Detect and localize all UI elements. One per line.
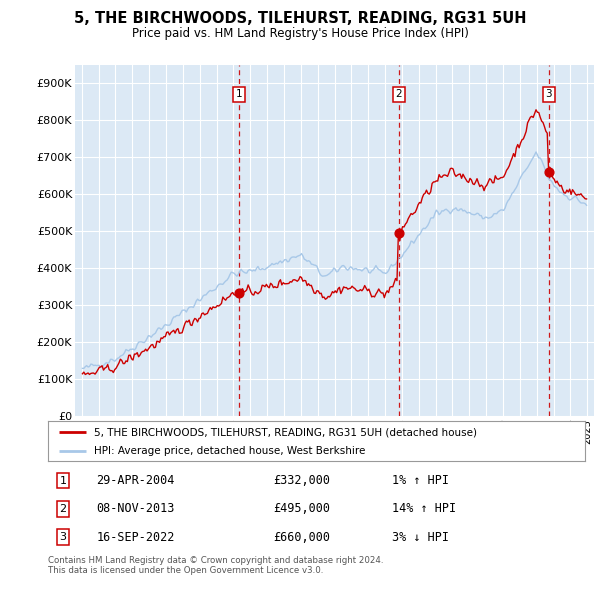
- Point: [394, 228, 404, 238]
- Point: [544, 168, 553, 177]
- Text: This data is licensed under the Open Government Licence v3.0.: This data is licensed under the Open Gov…: [48, 566, 323, 575]
- Text: 3% ↓ HPI: 3% ↓ HPI: [392, 530, 449, 543]
- Text: 1: 1: [236, 90, 242, 100]
- Text: 14% ↑ HPI: 14% ↑ HPI: [392, 502, 456, 516]
- Text: Contains HM Land Registry data © Crown copyright and database right 2024.: Contains HM Land Registry data © Crown c…: [48, 556, 383, 565]
- Text: 2: 2: [396, 90, 403, 100]
- Text: 29-APR-2004: 29-APR-2004: [97, 474, 175, 487]
- Text: 5, THE BIRCHWOODS, TILEHURST, READING, RG31 5UH: 5, THE BIRCHWOODS, TILEHURST, READING, R…: [74, 11, 526, 25]
- Text: 2: 2: [59, 504, 67, 514]
- Text: 08-NOV-2013: 08-NOV-2013: [97, 502, 175, 516]
- Text: 16-SEP-2022: 16-SEP-2022: [97, 530, 175, 543]
- Text: Price paid vs. HM Land Registry's House Price Index (HPI): Price paid vs. HM Land Registry's House …: [131, 27, 469, 40]
- Text: £660,000: £660,000: [274, 530, 331, 543]
- Point: [234, 289, 244, 298]
- Text: £495,000: £495,000: [274, 502, 331, 516]
- Text: 3: 3: [59, 532, 67, 542]
- Text: 3: 3: [545, 90, 552, 100]
- Text: HPI: Average price, detached house, West Berkshire: HPI: Average price, detached house, West…: [94, 447, 365, 456]
- Text: 1: 1: [59, 476, 67, 486]
- Text: £332,000: £332,000: [274, 474, 331, 487]
- Text: 5, THE BIRCHWOODS, TILEHURST, READING, RG31 5UH (detached house): 5, THE BIRCHWOODS, TILEHURST, READING, R…: [94, 428, 476, 438]
- Text: 1% ↑ HPI: 1% ↑ HPI: [392, 474, 449, 487]
